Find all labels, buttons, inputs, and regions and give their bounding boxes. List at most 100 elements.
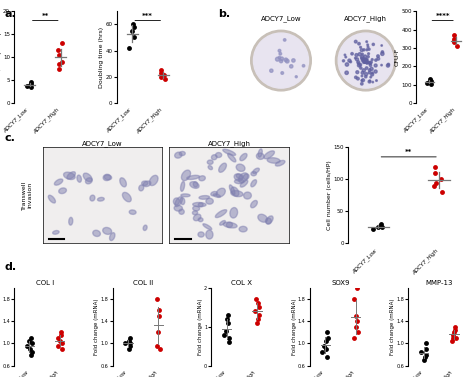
Ellipse shape — [226, 222, 233, 227]
Point — [320, 343, 328, 349]
Point — [350, 296, 357, 302]
Point — [58, 340, 66, 346]
Point — [451, 324, 459, 330]
Circle shape — [338, 33, 393, 88]
Ellipse shape — [230, 208, 237, 218]
Ellipse shape — [256, 153, 264, 159]
Point — [452, 335, 460, 341]
Point — [23, 83, 30, 89]
Title: MMP-13: MMP-13 — [425, 280, 453, 286]
Point — [431, 164, 439, 170]
Point — [417, 349, 425, 355]
Circle shape — [279, 52, 282, 55]
Circle shape — [368, 80, 371, 83]
Point — [430, 183, 438, 189]
Text: **: ** — [42, 13, 49, 18]
Point — [55, 52, 63, 58]
Ellipse shape — [267, 158, 280, 163]
Text: **: ** — [405, 149, 412, 155]
Ellipse shape — [213, 194, 220, 198]
Ellipse shape — [179, 209, 184, 215]
Circle shape — [360, 46, 362, 48]
Circle shape — [367, 61, 370, 64]
Point — [255, 316, 262, 322]
Ellipse shape — [236, 174, 243, 179]
Ellipse shape — [206, 198, 213, 204]
Ellipse shape — [173, 198, 180, 205]
Circle shape — [377, 57, 380, 60]
Circle shape — [356, 71, 359, 74]
Point — [27, 84, 35, 90]
Circle shape — [381, 52, 384, 55]
Title: COL X: COL X — [231, 280, 252, 286]
Point — [253, 320, 261, 326]
Point — [59, 40, 66, 46]
Point — [323, 329, 331, 335]
Ellipse shape — [53, 231, 59, 234]
Circle shape — [366, 41, 367, 43]
Point — [23, 343, 30, 349]
Point — [255, 312, 263, 318]
Ellipse shape — [198, 232, 204, 237]
Circle shape — [365, 61, 368, 64]
Point — [28, 340, 36, 346]
Circle shape — [355, 76, 357, 78]
Circle shape — [368, 72, 371, 74]
Ellipse shape — [193, 206, 200, 211]
Ellipse shape — [216, 153, 222, 158]
Point — [55, 335, 62, 341]
Circle shape — [369, 80, 371, 81]
Text: a.: a. — [5, 9, 17, 20]
Point — [57, 332, 64, 338]
Point — [354, 329, 361, 335]
Ellipse shape — [193, 214, 201, 221]
Ellipse shape — [174, 205, 182, 211]
Title: ADCY7_Low: ADCY7_Low — [82, 140, 123, 147]
Circle shape — [357, 64, 361, 67]
Circle shape — [386, 64, 390, 67]
Ellipse shape — [243, 174, 249, 179]
Y-axis label: Fold change (mRNA): Fold change (mRNA) — [198, 299, 203, 355]
Circle shape — [377, 55, 379, 57]
Ellipse shape — [180, 198, 185, 205]
Point — [125, 338, 132, 344]
Circle shape — [371, 58, 373, 61]
Circle shape — [365, 60, 366, 61]
Circle shape — [280, 60, 283, 63]
Circle shape — [362, 79, 365, 82]
Ellipse shape — [264, 151, 274, 159]
Point — [222, 328, 229, 334]
Ellipse shape — [258, 214, 267, 222]
Ellipse shape — [181, 194, 190, 197]
Ellipse shape — [59, 188, 66, 194]
Text: ****: **** — [436, 13, 450, 18]
Point — [223, 316, 231, 322]
Ellipse shape — [211, 192, 218, 196]
Ellipse shape — [109, 233, 115, 241]
Circle shape — [270, 69, 273, 72]
Point — [254, 300, 262, 307]
Ellipse shape — [122, 192, 131, 202]
Circle shape — [369, 64, 372, 66]
Ellipse shape — [251, 180, 256, 187]
Ellipse shape — [265, 218, 271, 224]
Point — [421, 354, 428, 360]
Y-axis label: MTT, OD (x 100): MTT, OD (x 100) — [0, 32, 2, 83]
Circle shape — [251, 30, 311, 91]
Circle shape — [374, 70, 377, 73]
Point — [220, 331, 228, 337]
Ellipse shape — [244, 192, 251, 199]
Circle shape — [365, 75, 367, 78]
Circle shape — [365, 59, 367, 61]
Y-axis label: Fold change (mRNA): Fold change (mRNA) — [0, 299, 1, 355]
Ellipse shape — [149, 175, 158, 185]
Ellipse shape — [239, 226, 247, 232]
Point — [58, 346, 65, 352]
Circle shape — [374, 64, 377, 67]
Circle shape — [368, 53, 370, 55]
Ellipse shape — [258, 149, 262, 157]
Ellipse shape — [187, 175, 200, 179]
Circle shape — [365, 72, 368, 76]
Circle shape — [368, 69, 371, 71]
Circle shape — [254, 33, 309, 88]
